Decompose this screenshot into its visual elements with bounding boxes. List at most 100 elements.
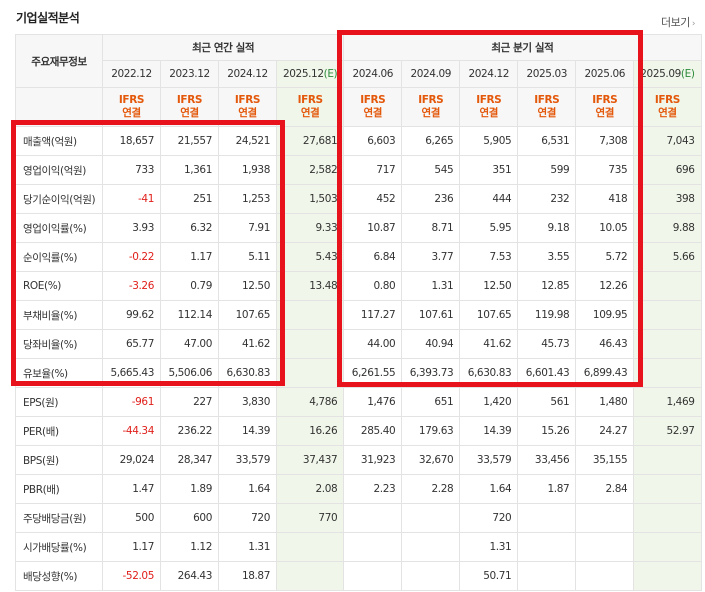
ifrs-badge: IFRS 연결 — [575, 87, 635, 127]
table-cell — [343, 503, 403, 533]
table-cell: 1.87 — [517, 474, 577, 504]
table-cell — [275, 358, 345, 388]
table-cell: 6,261.55 — [343, 358, 403, 388]
financial-table: 주요재무정보 최근 연간 실적 최근 분기 실적 2022.12 2023.12 2… — [15, 34, 702, 591]
table-cell — [401, 561, 461, 591]
table-cell: -961 — [102, 387, 161, 417]
table-cell — [517, 561, 577, 591]
table-cell: -0.22 — [102, 242, 161, 272]
table-cell: -52.05 — [102, 561, 161, 591]
table-cell — [633, 503, 702, 533]
table-cell: 2.84 — [575, 474, 635, 504]
row-label: PER(배) — [15, 416, 103, 446]
table-cell: 13.48 — [275, 271, 345, 301]
table-cell: 545 — [401, 155, 461, 185]
row-label: 매출액(억원) — [15, 126, 103, 156]
table-cell: 29,024 — [102, 445, 161, 475]
table-cell — [401, 503, 461, 533]
table-row: PER(배) -44.34 236.22 14.39 16.26 285.40 179.63… — [15, 416, 702, 446]
row-label: 주당배당금(원) — [15, 503, 103, 533]
more-link[interactable]: 더보기 › — [661, 14, 696, 30]
table-cell: 770 — [275, 503, 345, 533]
table-cell: 5.66 — [633, 242, 702, 272]
table-cell — [633, 329, 702, 359]
table-cell: 117.27 — [343, 300, 403, 330]
table-cell: 107.65 — [459, 300, 519, 330]
table-cell: 500 — [102, 503, 161, 533]
table-row: EPS(원) -961 227 3,830 4,786 1,476 651 1,420 561 1… — [15, 387, 702, 417]
quarter-group-header: 최근 분기 실적 — [343, 34, 702, 61]
table-cell: 5.95 — [459, 213, 519, 243]
period-header: 2025.06 — [575, 60, 635, 88]
table-cell: 5,506.06 — [160, 358, 219, 388]
table-cell: 7,043 — [633, 126, 702, 156]
table-cell: 7.91 — [218, 213, 277, 243]
table-cell: 12.85 — [517, 271, 577, 301]
table-cell: 28,347 — [160, 445, 219, 475]
table-cell: 24,521 — [218, 126, 277, 156]
table-cell: 3.55 — [517, 242, 577, 272]
table-cell: 561 — [517, 387, 577, 417]
table-cell: 33,579 — [459, 445, 519, 475]
table-cell — [343, 561, 403, 591]
table-cell — [633, 358, 702, 388]
table-cell: 2.08 — [275, 474, 345, 504]
table-cell: -44.34 — [102, 416, 161, 446]
table-row: 주당배당금(원) 500 600 720 770 720 — [15, 503, 702, 533]
table-row: ROE(%) -3.26 0.79 12.50 13.48 0.80 1.31 12.50 12… — [15, 271, 702, 301]
table-cell: 452 — [343, 184, 403, 214]
table-cell — [275, 532, 345, 562]
period-header: 2024.06 — [343, 60, 403, 88]
table-cell — [575, 503, 635, 533]
table-cell — [633, 271, 702, 301]
table-cell: 112.14 — [160, 300, 219, 330]
table-cell: 6,531 — [517, 126, 577, 156]
table-cell: 0.79 — [160, 271, 219, 301]
table-cell: 16.26 — [275, 416, 345, 446]
table-cell: 735 — [575, 155, 635, 185]
table-cell — [633, 474, 702, 504]
table-cell: 45.73 — [517, 329, 577, 359]
ifrs-badge: IFRS 연결 — [343, 87, 403, 127]
table-row: 당좌비율(%) 65.77 47.00 41.62 44.00 40.94 41.62 45.… — [15, 329, 702, 359]
table-cell: 1,253 — [218, 184, 277, 214]
period-header: 2025.03 — [517, 60, 577, 88]
period-header: 2024.09 — [401, 60, 461, 88]
table-cell: 99.62 — [102, 300, 161, 330]
row-label: EPS(원) — [15, 387, 103, 417]
table-cell: 5.72 — [575, 242, 635, 272]
table-cell: 5,665.43 — [102, 358, 161, 388]
table-cell: 9.33 — [275, 213, 345, 243]
table-cell: 37,437 — [275, 445, 345, 475]
period-header: 2024.12 — [218, 60, 277, 88]
table-cell: 1.17 — [102, 532, 161, 562]
table-cell: 1.31 — [459, 532, 519, 562]
table-cell: 3,830 — [218, 387, 277, 417]
table-cell: 9.88 — [633, 213, 702, 243]
table-cell: 2.28 — [401, 474, 461, 504]
table-cell: 12.50 — [459, 271, 519, 301]
table-cell: 651 — [401, 387, 461, 417]
table-cell: 41.62 — [459, 329, 519, 359]
table-cell: 1.31 — [218, 532, 277, 562]
estimate-mark: (E) — [323, 68, 338, 80]
table-cell: 24.27 — [575, 416, 635, 446]
row-label: 당기순이익(억원) — [15, 184, 103, 214]
period-header: 2025.09(E) — [633, 60, 702, 88]
table-cell: 1.64 — [459, 474, 519, 504]
table-cell: 5.11 — [218, 242, 277, 272]
table-cell: 9.18 — [517, 213, 577, 243]
table-cell: 1,503 — [275, 184, 345, 214]
row-label: ROE(%) — [15, 271, 103, 301]
row-label: PBR(배) — [15, 474, 103, 504]
table-cell: 6,265 — [401, 126, 461, 156]
table-cell: 1.89 — [160, 474, 219, 504]
table-cell: 7,308 — [575, 126, 635, 156]
table-cell: 52.97 — [633, 416, 702, 446]
period-header: 2023.12 — [160, 60, 219, 88]
table-cell — [343, 532, 403, 562]
table-cell — [517, 503, 577, 533]
table-cell: 6,393.73 — [401, 358, 461, 388]
table-cell: 227 — [160, 387, 219, 417]
table-cell: 3.93 — [102, 213, 161, 243]
